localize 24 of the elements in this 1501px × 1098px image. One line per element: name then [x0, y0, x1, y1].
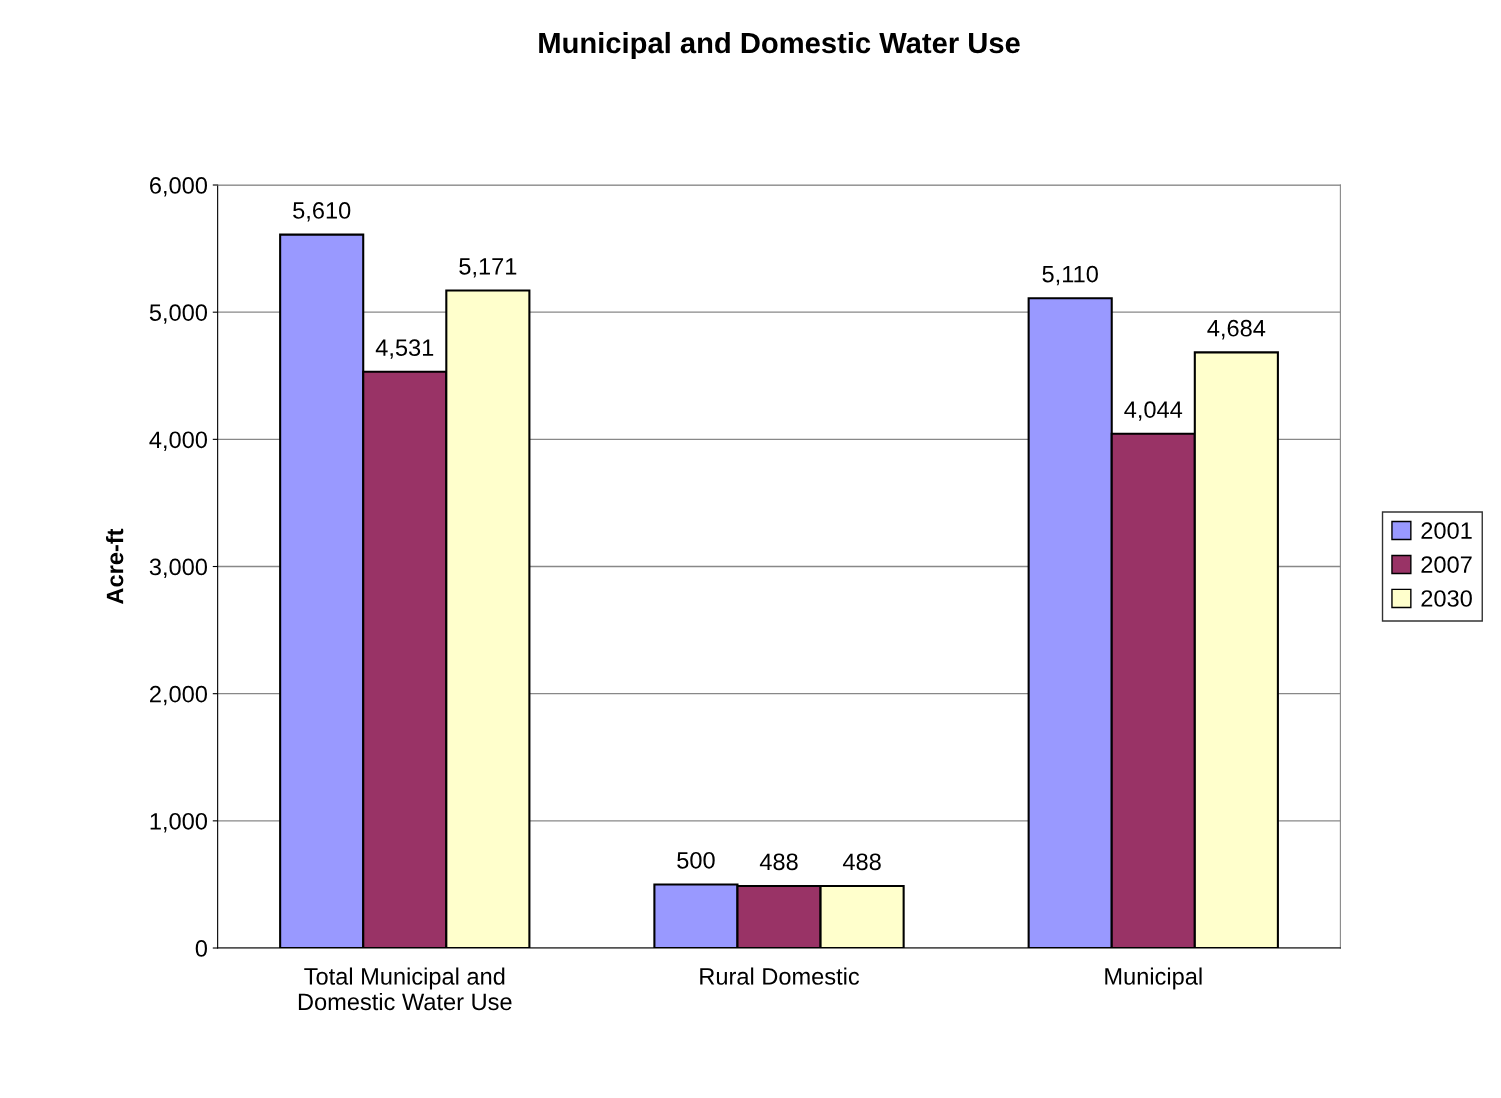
x-tick-label: Total Municipal and Domestic Water Use [298, 967, 512, 1011]
y-tick-label: 3,000 [149, 558, 208, 579]
data-label: 500 [677, 851, 715, 869]
data-label: 5,171 [459, 258, 517, 278]
legend-label: 2030 [1421, 590, 1472, 607]
legend-label: 2001 [1421, 522, 1472, 539]
data-label: 5,110 [1042, 265, 1098, 286]
y-tick-label: 4,000 [149, 431, 208, 451]
data-label: 4,684 [1207, 319, 1266, 340]
chart-title: Municipal and Domestic Water Use [539, 31, 1020, 60]
x-tick-label: Rural Domestic [700, 967, 860, 985]
y-axis-title: Acre-ft [106, 528, 124, 604]
y-tick-label: 2,000 [150, 685, 208, 706]
y-tick-label: 6,000 [150, 177, 208, 197]
y-tick-label: 5,000 [149, 304, 208, 324]
y-tick-label: 1,000 [150, 812, 208, 833]
x-tick-label: Municipal [1105, 967, 1202, 990]
y-tick-label: 0 [195, 940, 207, 957]
legend-label: 2007 [1421, 556, 1472, 573]
data-label: 488 [759, 853, 798, 871]
data-label: 488 [842, 853, 881, 871]
data-label: 5,610 [293, 202, 351, 222]
data-label: 4,044 [1124, 401, 1183, 421]
data-label: 4,531 [375, 339, 434, 359]
